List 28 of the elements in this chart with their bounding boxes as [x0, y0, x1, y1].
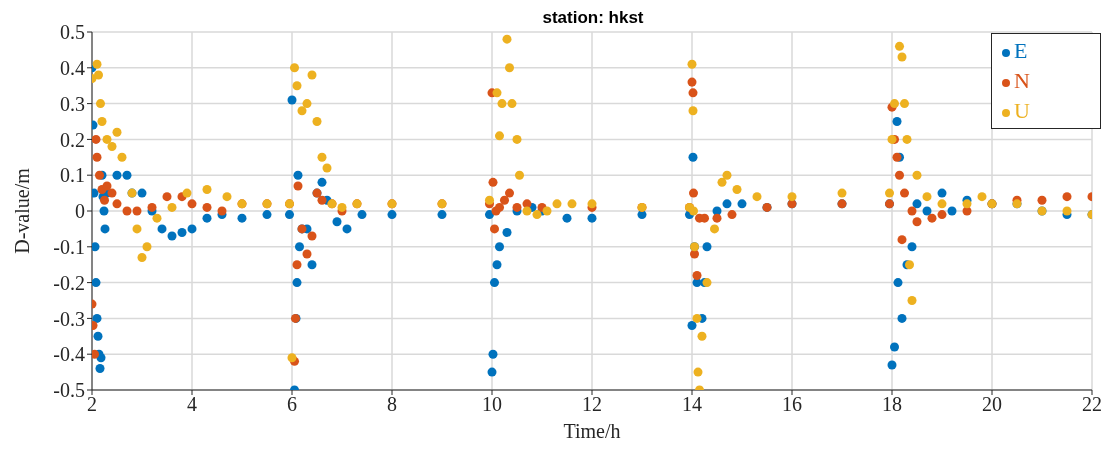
y-tick-label: 0.3	[60, 92, 85, 115]
legend-label: U	[1014, 98, 1030, 123]
y-tick-label: -0.2	[53, 271, 85, 294]
x-tick-label: 4	[187, 393, 197, 416]
chart-title: station: hkst	[542, 8, 644, 27]
x-axis-title: Time/h	[563, 420, 621, 442]
y-tick-label: -0.3	[53, 307, 85, 330]
x-tick-label: 18	[882, 393, 902, 416]
y-tick-label: 0	[75, 200, 85, 223]
x-tick-label: 16	[782, 393, 802, 416]
x-tick-label: 14	[682, 393, 702, 416]
x-tick-label: 6	[287, 393, 297, 416]
x-tick-label: 10	[482, 393, 502, 416]
y-tick-label: 0.4	[60, 56, 85, 79]
y-tick-label: 0.1	[60, 164, 85, 187]
y-axis-title: D-value/m	[11, 167, 34, 254]
x-tick-label: 22	[1082, 393, 1102, 416]
y-tick-label: 0.5	[60, 21, 85, 44]
y-tick-label: 0.2	[60, 128, 85, 151]
x-tick-label: 12	[582, 393, 602, 416]
x-tick-label: 8	[387, 393, 397, 416]
legend-label: N	[1014, 68, 1030, 93]
legend-label: E	[1014, 38, 1028, 63]
y-tick-label: -0.4	[53, 343, 85, 366]
y-tick-label: -0.5	[53, 379, 85, 402]
x-tick-label: 2	[87, 393, 97, 416]
x-tick-label: 20	[982, 393, 1002, 416]
y-tick-label: -0.1	[53, 235, 85, 258]
